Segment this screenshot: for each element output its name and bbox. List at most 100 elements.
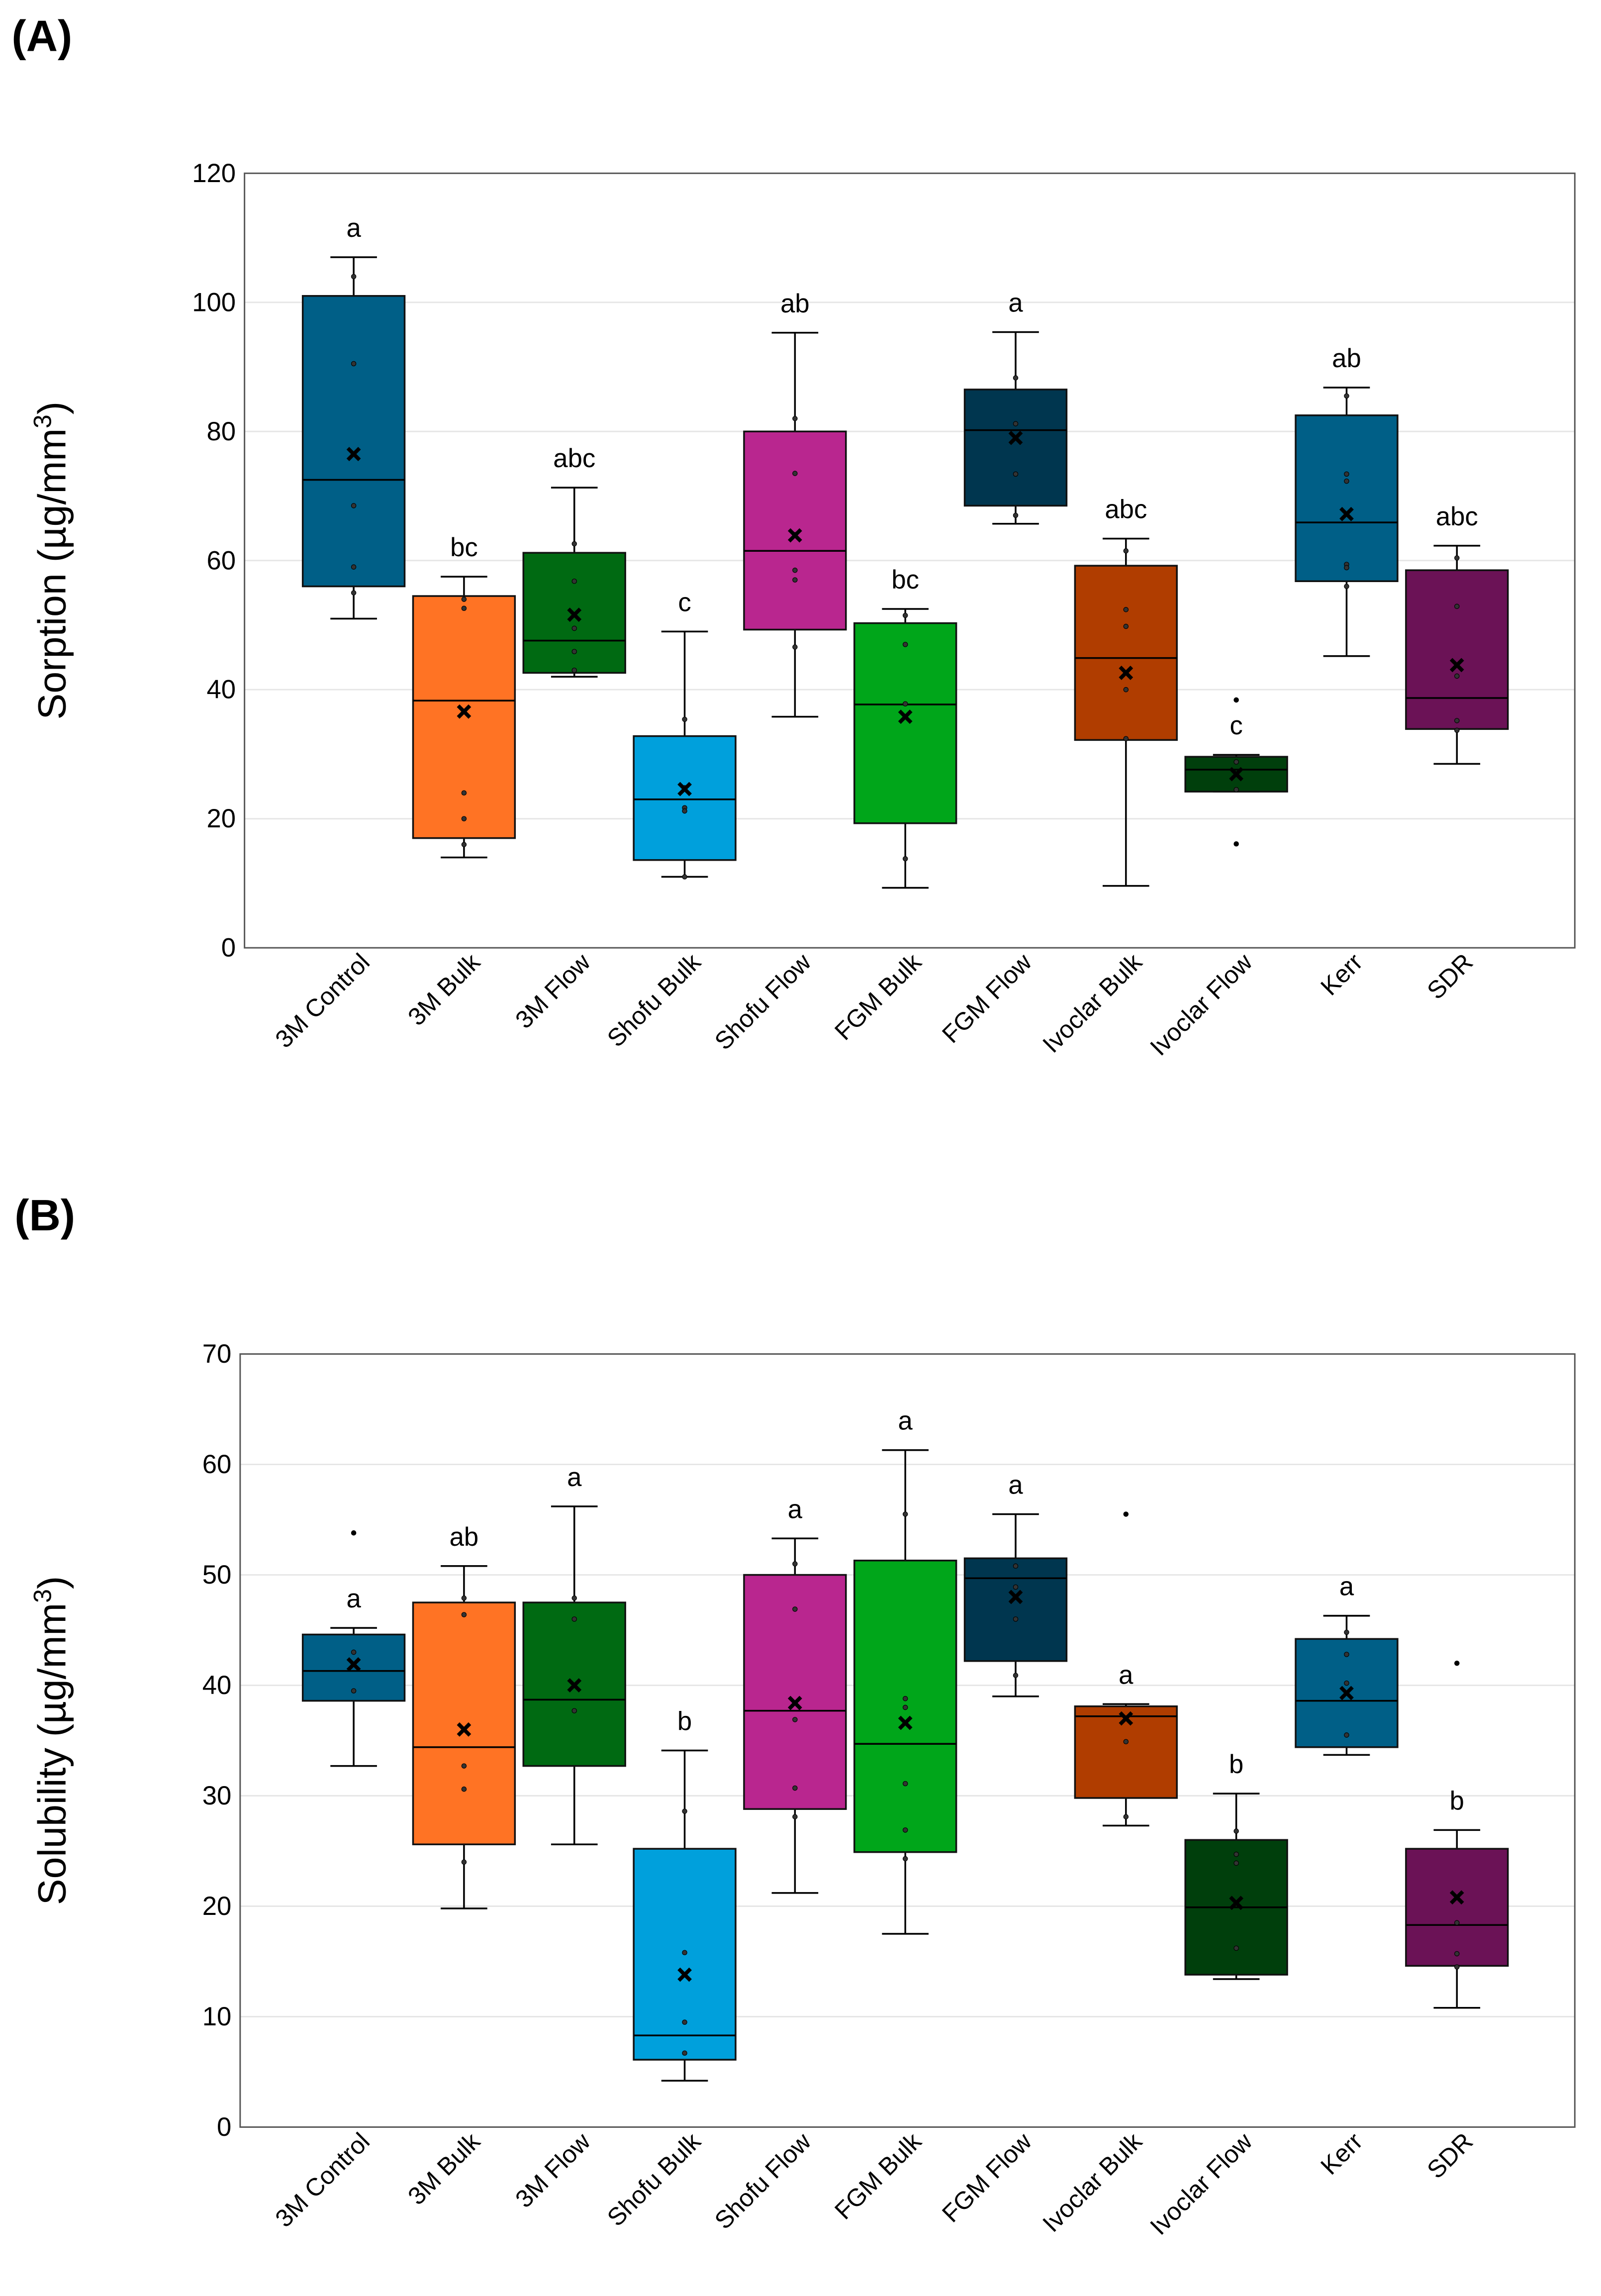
data-point — [1233, 1945, 1239, 1951]
significance-letter: abc — [1436, 502, 1478, 531]
significance-letter: a — [346, 1584, 361, 1613]
data-point — [792, 644, 798, 650]
x-tick-label: Shofu Bulk — [602, 2127, 706, 2232]
box — [1295, 414, 1399, 582]
x-tick-label: FGM Flow — [937, 948, 1037, 1049]
y-axis-title: Sorption (µg/mm3) — [28, 401, 74, 720]
mean-marker — [1008, 1590, 1023, 1604]
data-point — [461, 597, 467, 602]
box-group: ab — [412, 1522, 516, 1909]
data-point — [571, 1708, 577, 1713]
box — [301, 295, 406, 588]
box — [743, 1574, 847, 1810]
data-point — [1123, 687, 1129, 693]
data-point — [351, 590, 357, 596]
data-point — [1344, 584, 1349, 589]
data-point — [1454, 1964, 1460, 1970]
data-point — [461, 1595, 467, 1601]
data-point — [1013, 421, 1019, 426]
box-group: abc — [1074, 495, 1178, 887]
data-point — [571, 1595, 577, 1601]
data-point — [1454, 673, 1460, 679]
box-group: abc — [1405, 502, 1509, 765]
data-point — [1013, 375, 1019, 381]
data-point — [902, 1781, 908, 1787]
mean-marker — [1339, 1686, 1354, 1700]
data-point — [902, 612, 908, 618]
data-point — [461, 1612, 467, 1617]
box — [1405, 1848, 1509, 1967]
significance-letter: ab — [1332, 344, 1361, 373]
data-point — [682, 716, 687, 722]
box — [853, 622, 957, 824]
y-axis-title-main: Solubility (µg/mm — [30, 1603, 74, 1905]
mean-marker — [787, 1696, 802, 1710]
significance-letter: b — [677, 1707, 692, 1736]
data-point — [792, 567, 798, 573]
data-point — [1013, 1673, 1019, 1678]
panel-label: (A) — [11, 11, 72, 60]
data-point — [461, 790, 467, 796]
significance-letter: a — [346, 213, 361, 243]
y-tick-label: 60 — [202, 1450, 232, 1479]
y-axis-title: Solubility (µg/mm3) — [28, 1576, 74, 1905]
data-point — [792, 577, 798, 583]
data-point — [682, 1808, 687, 1814]
x-tick-label: 3M Flow — [510, 948, 596, 1034]
data-point — [571, 667, 577, 673]
mean-marker — [1008, 430, 1023, 445]
x-tick-label: Shofu Flow — [709, 2127, 817, 2234]
box-group: bc — [412, 533, 516, 859]
mean-marker — [1449, 658, 1464, 673]
significance-letter: b — [1229, 1750, 1243, 1779]
data-point — [1454, 1920, 1460, 1926]
data-point — [461, 1859, 467, 1865]
outlier-point — [351, 1530, 357, 1536]
data-point — [571, 578, 577, 584]
box-group: c — [633, 588, 737, 880]
data-point — [571, 649, 577, 654]
data-point — [792, 1561, 798, 1567]
data-point — [1454, 1951, 1460, 1957]
data-point — [1454, 603, 1460, 609]
mean-marker — [567, 1678, 582, 1693]
plot-frame — [239, 1353, 1576, 2128]
data-point — [1123, 736, 1129, 742]
significance-letter: abc — [1105, 495, 1147, 524]
y-tick-label: 30 — [202, 1781, 232, 1810]
data-point — [1233, 787, 1239, 793]
box-group: a — [853, 1406, 957, 1935]
x-tick-label: Ivoclar Flow — [1144, 948, 1258, 1061]
data-point — [351, 1688, 357, 1694]
x-tick-label: Ivoclar Flow — [1144, 2127, 1258, 2240]
data-point — [682, 874, 687, 880]
significance-letter: a — [788, 1495, 803, 1524]
data-point — [1013, 1616, 1019, 1622]
data-point — [1233, 1860, 1239, 1866]
data-point — [351, 361, 357, 367]
y-tick-label: 70 — [202, 1339, 232, 1369]
box-group: a — [522, 1463, 626, 1845]
x-tick-label: Kerr — [1315, 2127, 1368, 2180]
y-axis-title-end: ) — [30, 1576, 74, 1589]
box-group: a — [963, 288, 1068, 525]
box — [963, 389, 1068, 507]
data-point — [1013, 512, 1019, 518]
outlier-point — [1233, 841, 1239, 847]
y-tick-label: 100 — [192, 288, 236, 317]
box-group: a — [301, 213, 406, 620]
data-point — [1454, 727, 1460, 733]
x-tick-label: Ivoclar Bulk — [1037, 948, 1147, 1058]
box — [1074, 1705, 1178, 1799]
data-point — [1344, 478, 1349, 484]
data-point — [461, 1786, 467, 1792]
data-point — [351, 274, 357, 280]
x-tick-label: 3M Control — [270, 948, 375, 1053]
mean-marker — [1229, 1896, 1244, 1910]
y-axis-title-end: ) — [30, 401, 74, 414]
data-point — [902, 1827, 908, 1833]
x-tick-label: FGM Bulk — [829, 2127, 927, 2225]
mean-marker — [1119, 666, 1133, 680]
significance-letter: a — [1119, 1660, 1133, 1690]
data-point — [1344, 565, 1349, 571]
